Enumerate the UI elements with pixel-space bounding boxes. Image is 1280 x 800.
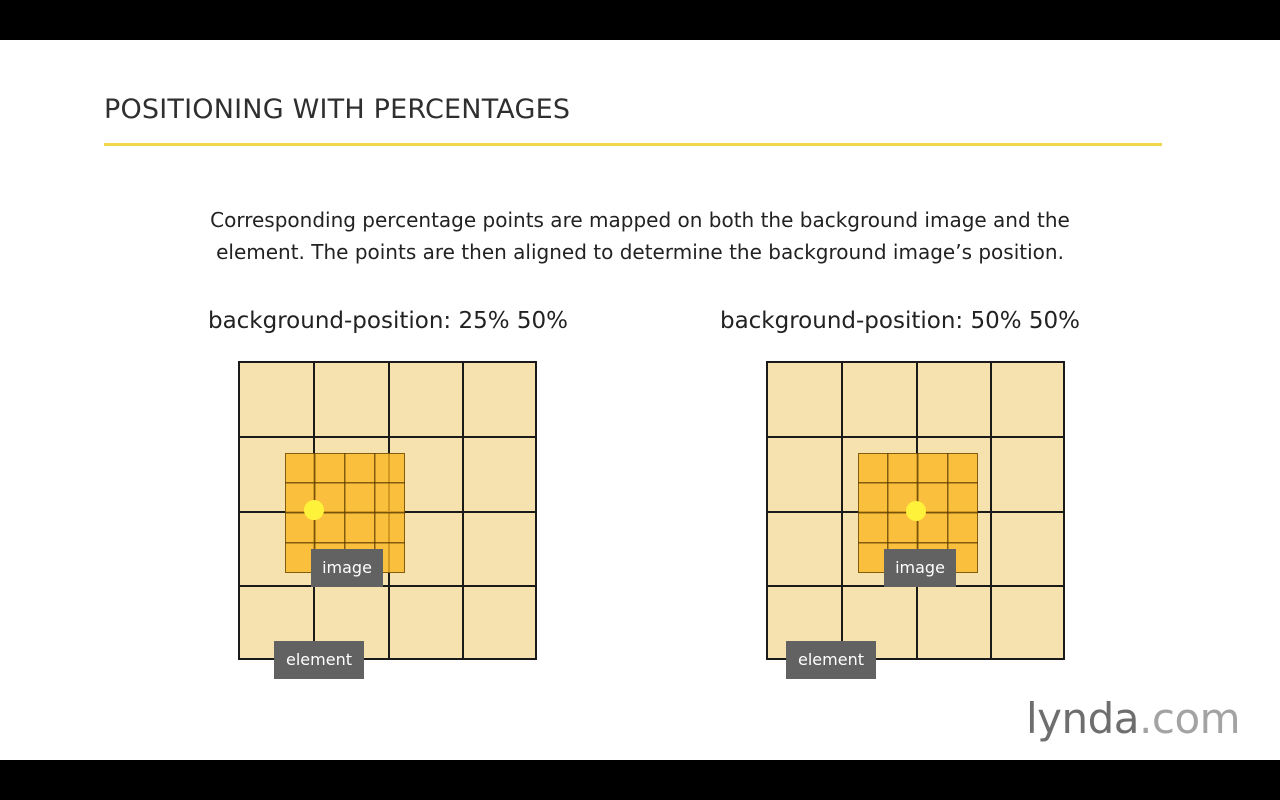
- lynda-logo: lynda.com: [1026, 694, 1241, 744]
- element-label: element: [274, 641, 364, 679]
- element-grid: image: [238, 361, 537, 660]
- description-line-2: element. The points are then aligned to …: [216, 240, 1064, 264]
- element-grid: image: [766, 361, 1065, 660]
- diagram-caption: background-position: 25% 50%: [207, 308, 569, 334]
- logo-name: lynda: [1026, 694, 1140, 743]
- slide-description: Corresponding percentage points are mapp…: [140, 204, 1140, 268]
- diagram-25-50: background-position: 25% 50% image eleme…: [168, 308, 608, 708]
- logo-suffix: .com: [1139, 694, 1241, 743]
- letterbox-top: [0, 0, 1280, 40]
- image-label: image: [884, 549, 956, 587]
- diagram-50-50: background-position: 50% 50% image eleme…: [680, 308, 1120, 708]
- description-line-1: Corresponding percentage points are mapp…: [210, 208, 1070, 232]
- anchor-point-dot: [906, 501, 926, 521]
- anchor-point-dot: [304, 500, 324, 520]
- image-label: image: [311, 549, 383, 587]
- title-underline: [104, 143, 1162, 146]
- letterbox-bottom: [0, 760, 1280, 800]
- slide-title: POSITIONING WITH PERCENTAGES: [104, 94, 571, 125]
- diagram-caption: background-position: 50% 50%: [719, 308, 1081, 334]
- element-label: element: [786, 641, 876, 679]
- image-grid: [285, 453, 405, 573]
- slide: POSITIONING WITH PERCENTAGES Correspondi…: [0, 40, 1280, 760]
